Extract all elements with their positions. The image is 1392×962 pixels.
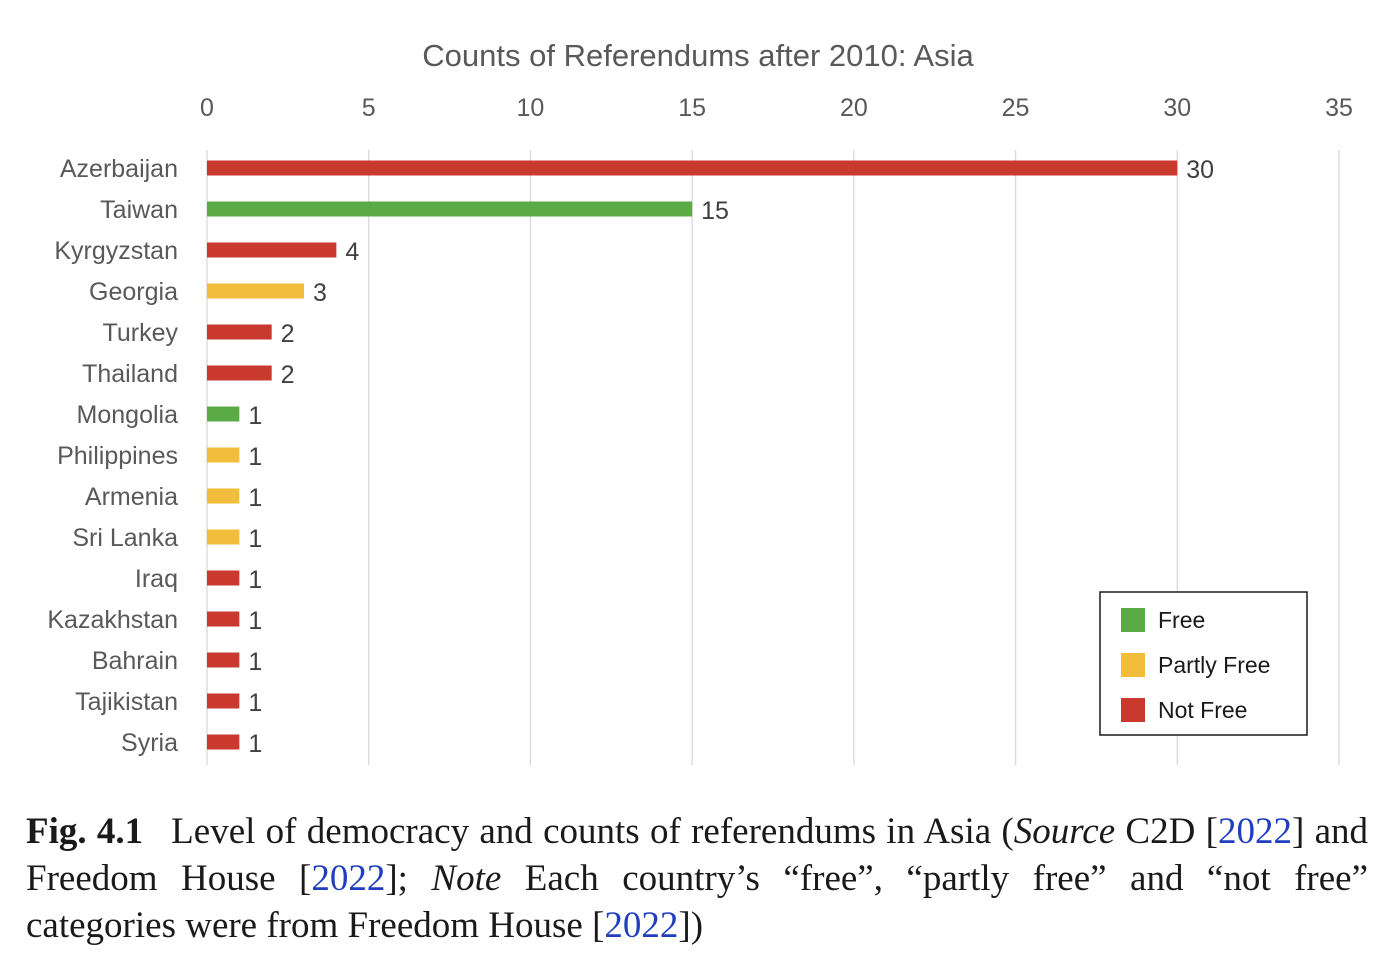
- value-label: 1: [248, 689, 262, 717]
- value-label: 30: [1186, 156, 1214, 184]
- legend-swatch: [1121, 608, 1145, 632]
- value-label: 1: [248, 730, 262, 758]
- category-label: Taiwan: [100, 196, 178, 224]
- category-label: Mongolia: [77, 401, 179, 429]
- bar: [207, 365, 272, 381]
- category-label: Kyrgyzstan: [54, 237, 178, 265]
- category-label: Syria: [121, 729, 178, 757]
- citation-link[interactable]: 2022: [1217, 811, 1292, 852]
- value-label: 1: [248, 402, 262, 430]
- bar: [207, 324, 272, 340]
- value-label: 2: [281, 361, 295, 389]
- category-label: Tajikistan: [75, 688, 178, 716]
- category-label: Kazakhstan: [47, 606, 178, 634]
- bar: [207, 201, 693, 217]
- value-label: 3: [313, 279, 327, 307]
- x-tick-label: 5: [362, 94, 376, 122]
- bar: [207, 529, 240, 545]
- legend-swatch: [1121, 653, 1145, 677]
- category-label: Armenia: [85, 483, 178, 511]
- bar: [207, 734, 240, 750]
- category-label: Georgia: [89, 278, 178, 306]
- category-labels: Azerbaijan Taiwan Kyrgyzstan Georgia Turkey T…: [47, 155, 178, 757]
- value-label: 1: [248, 525, 262, 553]
- caption-text: Level of democracy and counts of referen…: [171, 811, 1014, 852]
- x-tick-label: 10: [517, 94, 545, 122]
- bar-chart: Counts of Referendums after 2010: Asia 0…: [47, 38, 1353, 765]
- bar: [207, 488, 240, 504]
- legend-label: Not Free: [1158, 697, 1247, 723]
- x-tick-label: 30: [1163, 94, 1191, 122]
- value-label: 4: [345, 238, 359, 266]
- bar: [207, 447, 240, 463]
- category-label: Iraq: [135, 565, 178, 593]
- category-label: Philippines: [57, 442, 178, 470]
- chart-area: Counts of Referendums after 2010: Asia 0…: [47, 38, 1353, 765]
- bar: [207, 693, 240, 709]
- legend-swatch: [1121, 698, 1145, 722]
- bars: [207, 160, 1178, 750]
- legend: Free Partly Free Not Free: [1099, 591, 1308, 736]
- category-label: Sri Lanka: [72, 524, 178, 552]
- value-label: 1: [248, 648, 262, 676]
- value-label: 1: [248, 443, 262, 471]
- value-label: 15: [701, 197, 729, 225]
- figure-caption: Fig. 4.1 Level of democracy and counts of…: [26, 808, 1368, 949]
- x-tick-label: 25: [1002, 94, 1030, 122]
- caption-text: ] and Freedom House [: [26, 811, 1368, 899]
- x-tick-label: 15: [678, 94, 706, 122]
- x-tick-label: 20: [840, 94, 868, 122]
- bar: [207, 283, 305, 299]
- category-label: Thailand: [82, 360, 178, 388]
- citation-link[interactable]: 2022: [604, 905, 679, 946]
- bar: [207, 406, 240, 422]
- gridlines: [206, 150, 1340, 765]
- legend-label: Free: [1158, 607, 1205, 633]
- bar: [207, 242, 337, 258]
- bar: [207, 160, 1178, 176]
- citation-link[interactable]: 2022: [311, 858, 386, 899]
- caption-text: ]): [678, 905, 704, 946]
- bar: [207, 611, 240, 627]
- value-label: 1: [248, 607, 262, 635]
- caption-note-word: Note: [431, 858, 502, 899]
- bar: [207, 570, 240, 586]
- caption-text: Each country’s “free”, “partly free” and…: [26, 858, 1368, 946]
- caption-text: ];: [385, 858, 432, 899]
- value-label: 1: [248, 566, 262, 594]
- caption-text: C2D [: [1115, 811, 1218, 852]
- x-axis-ticks: 0 5 10 15 20 25 30 35: [200, 94, 1353, 122]
- category-label: Turkey: [103, 319, 179, 347]
- chart-title: Counts of Referendums after 2010: Asia: [422, 38, 974, 73]
- category-label: Azerbaijan: [60, 155, 178, 183]
- bar: [207, 652, 240, 668]
- x-tick-label: 35: [1325, 94, 1353, 122]
- value-label: 1: [248, 484, 262, 512]
- figure-label: Fig. 4.1: [26, 811, 144, 852]
- caption-source-word: Source: [1013, 811, 1116, 852]
- value-label: 2: [281, 320, 295, 348]
- legend-label: Partly Free: [1158, 652, 1270, 678]
- x-tick-label: 0: [200, 94, 214, 122]
- category-label: Bahrain: [92, 647, 178, 675]
